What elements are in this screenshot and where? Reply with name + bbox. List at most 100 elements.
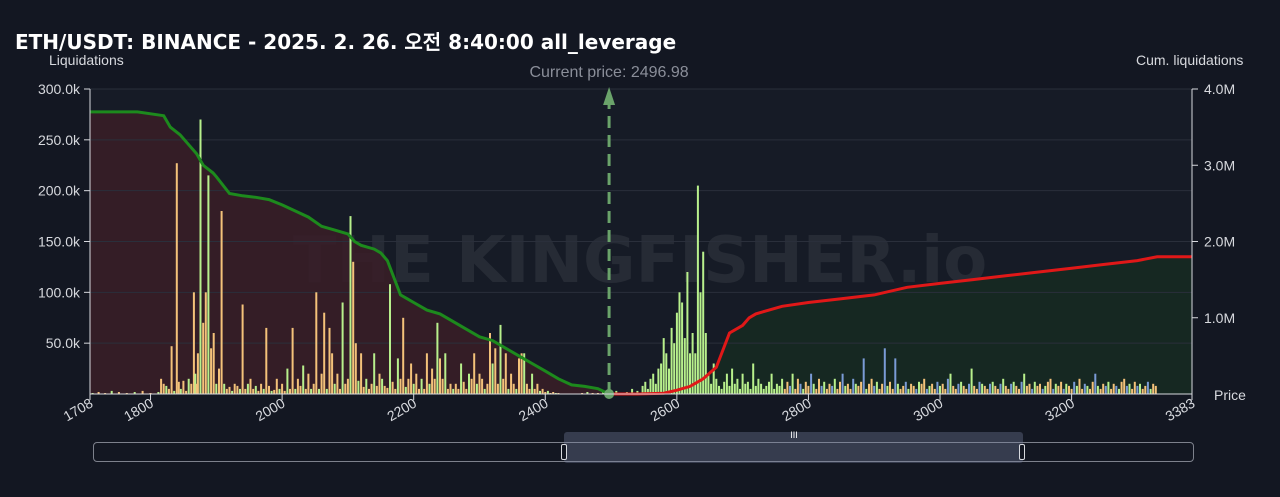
liquidation-bar [1052, 388, 1055, 394]
liquidation-bar [194, 373, 197, 394]
liquidation-bar [523, 353, 526, 394]
liquidation-bar [283, 390, 286, 394]
liquidation-bar [875, 381, 878, 394]
liquidation-bar [662, 338, 665, 394]
liquidation-bar [1044, 385, 1047, 394]
liquidation-bar [789, 385, 791, 394]
liquidation-bar [1086, 385, 1089, 394]
left-tick-label: 100.0k [38, 284, 81, 300]
liquidation-bar [1039, 383, 1041, 394]
liquidation-bar [504, 353, 507, 394]
liquidation-bar [133, 392, 136, 394]
liquidation-bar [657, 368, 660, 394]
liquidation-bar [786, 381, 789, 394]
liquidation-bar [196, 353, 199, 394]
liquidation-bar [339, 388, 341, 394]
liquidation-bar [781, 378, 784, 395]
liquidation-bar [804, 381, 807, 394]
liquidation-bar [725, 373, 728, 394]
liquidation-bar [425, 353, 428, 394]
liquidation-bar [1089, 388, 1091, 394]
liquidation-bar [270, 390, 273, 394]
liquidation-bar [291, 327, 294, 394]
liquidation-bar [544, 392, 547, 394]
liquidation-bar [1062, 388, 1065, 394]
liquidation-bar [841, 373, 844, 394]
liquidation-bar [631, 388, 634, 394]
liquidation-bar [760, 383, 763, 394]
liquidation-bar [468, 373, 470, 394]
liquidation-bar [762, 388, 765, 394]
liquidation-bar [857, 385, 860, 394]
liquidation-bar [615, 390, 618, 394]
liquidation-bar [1004, 385, 1007, 394]
liquidation-bar [402, 317, 405, 395]
liquidation-bar [718, 385, 720, 394]
liquidation-bar [418, 388, 420, 394]
liquidation-bar [289, 388, 291, 394]
liquidation-bar [731, 368, 734, 394]
liquidation-bar [1065, 383, 1068, 394]
liquidation-bar [965, 388, 968, 394]
liquidation-bar [441, 378, 444, 395]
left-tick-label: 150.0k [38, 234, 81, 250]
liquidation-bar [273, 389, 276, 394]
long-cumulative-line [609, 255, 1192, 396]
liquidation-bar [462, 381, 465, 394]
liquidation-bar [1146, 381, 1149, 394]
liquidation-bar [1075, 385, 1078, 394]
liquidation-bar [1120, 381, 1123, 394]
liquidation-bar [936, 381, 939, 394]
liquidation-bar [244, 388, 247, 394]
liquidation-bar [1070, 388, 1073, 394]
liquidation-bar [981, 383, 984, 394]
liquidation-bar [349, 216, 352, 394]
liquidation-bar [923, 378, 926, 395]
liquidation-bar [223, 383, 226, 394]
liquidation-bar [439, 358, 441, 394]
liquidation-bar [1133, 381, 1136, 394]
liquidation-bar [204, 292, 207, 394]
liquidation-bar [1018, 388, 1020, 394]
liquidation-bar [978, 381, 981, 394]
liquidation-bar [325, 388, 328, 394]
liquidation-bar [1060, 381, 1063, 394]
liquidation-bar [215, 383, 218, 394]
range-scrollbar-grip[interactable]: III [790, 430, 798, 440]
liquidation-chart[interactable]: THE KINGFISHER.io Current price: 2496.98 5… [0, 0, 1280, 430]
liquidation-bar [1015, 385, 1018, 394]
liquidation-bar [586, 392, 589, 394]
liquidation-bar [212, 333, 215, 394]
liquidation-bar [499, 324, 502, 394]
liquidation-bar [512, 383, 515, 394]
liquidation-bar [383, 385, 386, 394]
liquidation-bar [110, 390, 113, 394]
liquidation-bar [920, 383, 923, 394]
liquidation-bar [483, 388, 486, 394]
liquidation-bar [1078, 378, 1081, 395]
current-price-arrow [603, 87, 616, 105]
liquidation-bar [365, 378, 368, 395]
liquidation-bar [1081, 388, 1084, 394]
liquidation-bar [520, 353, 523, 394]
range-handle-left[interactable] [561, 444, 567, 460]
liquidation-bar [525, 383, 528, 394]
liquidation-bar [828, 383, 831, 394]
chart-title: ETH/USDT: BINANCE - 2025. 2. 26. 오전 8:40… [15, 30, 677, 54]
liquidation-bar [660, 363, 663, 394]
range-scrollbar-window[interactable] [564, 432, 1023, 463]
liquidation-bar [228, 386, 231, 394]
liquidation-bar [636, 390, 639, 394]
liquidation-bar [192, 292, 195, 394]
range-handle-right[interactable] [1019, 444, 1025, 460]
liquidation-bar [812, 383, 815, 394]
range-scrollbar-track[interactable] [93, 442, 1194, 462]
liquidation-bar [968, 383, 970, 394]
liquidation-bar [881, 383, 884, 394]
liquidation-bar [268, 385, 270, 394]
liquidation-bar [1125, 385, 1128, 394]
liquidation-bar [939, 385, 941, 394]
liquidation-bar [1083, 383, 1086, 394]
liquidation-bar [678, 292, 681, 394]
liquidation-bar [552, 392, 555, 394]
